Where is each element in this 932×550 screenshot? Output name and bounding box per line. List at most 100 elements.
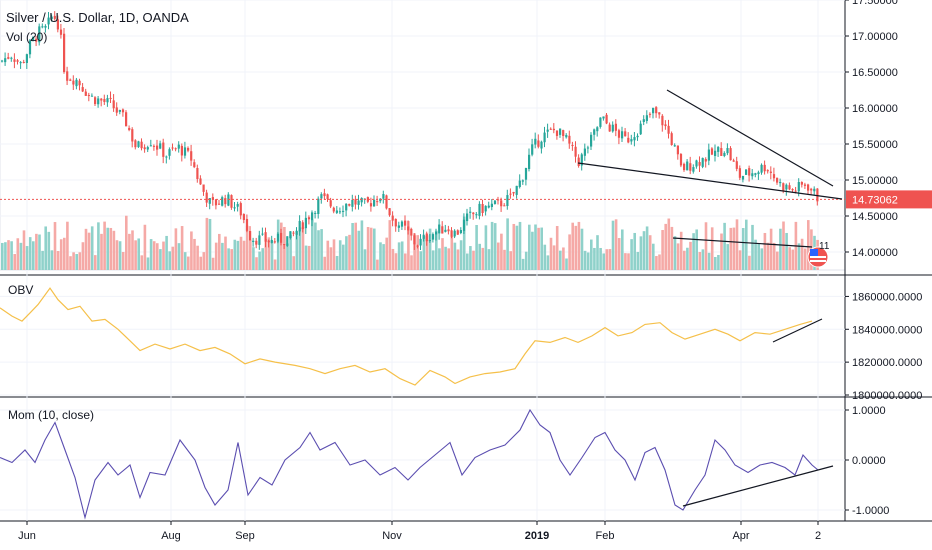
candle-body [280, 232, 283, 243]
candle-body [528, 154, 531, 170]
momentum-pane[interactable] [0, 408, 819, 520]
candle-body [326, 194, 329, 199]
candle-body [760, 164, 763, 173]
candle-body [121, 109, 125, 113]
volume-bar [205, 217, 209, 270]
price-candles[interactable] [0, 11, 845, 250]
volume-bar [698, 252, 702, 270]
volume-bar [94, 255, 97, 270]
candle-body [785, 184, 788, 190]
volume-bar [701, 249, 705, 270]
trendlines[interactable] [577, 89, 843, 507]
candle-body [152, 145, 156, 147]
volume-bar [453, 242, 457, 270]
volume-bar [280, 222, 283, 270]
candle-body [382, 194, 385, 199]
volume-bar [270, 241, 274, 270]
volume-bar [679, 231, 683, 270]
volume-bar [264, 238, 268, 270]
volume-bar [128, 233, 131, 270]
candle-body [264, 232, 267, 242]
volume-bar [683, 250, 686, 270]
flag-stripe-1 [810, 256, 826, 258]
candle-body [317, 198, 320, 215]
candle-body [180, 145, 183, 156]
candle-body [258, 235, 261, 245]
candle-body [772, 174, 776, 179]
volume-bar [233, 239, 237, 270]
volume-bar [32, 241, 35, 270]
candle-body [745, 169, 748, 175]
candle-body [549, 128, 552, 130]
candle-body [413, 235, 416, 245]
volume-bar [165, 235, 168, 270]
volume-bar [7, 240, 10, 270]
volume-bar [444, 246, 447, 270]
volume-bar [190, 231, 193, 270]
volume-bar [484, 225, 488, 270]
momentum-line[interactable] [0, 408, 819, 520]
obv-pane[interactable] [0, 287, 813, 386]
candle-body [295, 230, 298, 235]
volume-bar [450, 235, 454, 270]
candle-body [695, 160, 698, 167]
volume-bar [373, 228, 376, 270]
volume-bar [707, 252, 711, 270]
volume-bar [218, 233, 221, 270]
volume-bar [345, 236, 348, 270]
volume-bar [81, 242, 85, 270]
volume-bar [109, 227, 113, 270]
candle-body [478, 203, 481, 216]
volume-bar [621, 229, 624, 270]
candle-body [329, 200, 332, 207]
volume-bar [586, 252, 590, 270]
candle-body [404, 220, 407, 226]
volume-bar [652, 243, 655, 270]
candle-body [670, 133, 673, 146]
candle-body [580, 154, 583, 166]
volume-bar [292, 256, 295, 270]
volume-bar [431, 250, 435, 270]
candle-body [562, 130, 565, 136]
volume-bar [580, 228, 584, 270]
obv-line[interactable] [0, 287, 813, 386]
candle-body [757, 172, 760, 175]
volume-bar [503, 249, 506, 270]
candle-body [676, 145, 679, 155]
volume-bar [422, 236, 426, 270]
wedge-upper-trendline[interactable] [666, 89, 834, 187]
volume-bar [407, 221, 410, 270]
volume-bar [382, 244, 385, 270]
last-price-badge[interactable] [846, 190, 932, 209]
candle-body [431, 234, 435, 240]
price-tick-label: 14.00000 [852, 247, 898, 259]
candle-body [307, 217, 311, 220]
wedge-lower-trendline[interactable] [577, 162, 843, 200]
candle-body [565, 135, 568, 138]
volume-bar [137, 238, 140, 270]
momentum-label: Mom (10, close) [8, 408, 94, 422]
candle-body [149, 145, 152, 147]
volume-trendline[interactable] [672, 237, 813, 248]
volume-bar [208, 218, 212, 270]
candle-body [125, 112, 128, 127]
volume-bar [714, 257, 717, 270]
obv-trendline[interactable] [772, 318, 823, 343]
volume-bar [44, 226, 47, 270]
volume-bar [500, 233, 503, 270]
volume-bar [106, 227, 109, 270]
candle-body [373, 199, 376, 207]
candle-body [714, 150, 717, 157]
volume-bar [311, 219, 314, 270]
mom-tick-label: 0.0000 [852, 455, 886, 467]
volume-bar [376, 259, 379, 270]
candle-body [357, 200, 360, 205]
candle-body [311, 212, 314, 221]
candle-body [211, 197, 214, 200]
volume-bar [115, 240, 119, 270]
momentum-trendline[interactable] [682, 465, 834, 507]
volume-bar [258, 251, 261, 270]
candle-body [323, 193, 326, 197]
flag-badge[interactable]: 11 [807, 241, 830, 268]
